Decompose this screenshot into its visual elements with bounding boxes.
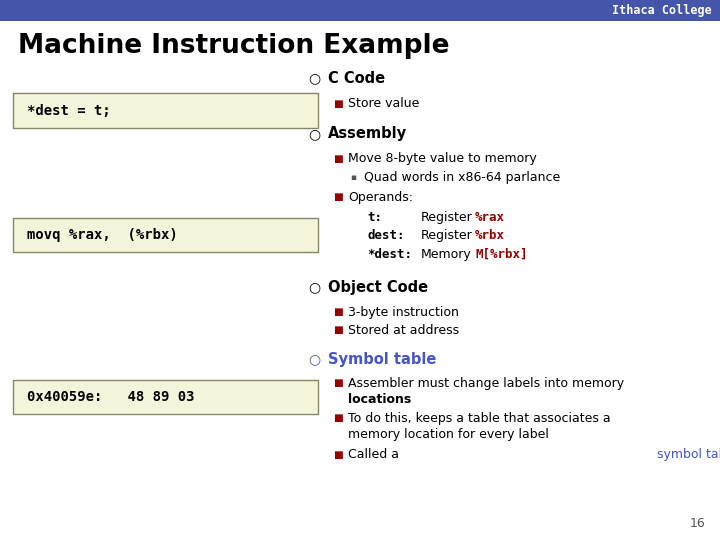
Text: t:: t: [367,211,382,224]
Text: 0x40059e:   48 89 03: 0x40059e: 48 89 03 [27,390,195,404]
Text: dest:: dest: [367,230,405,242]
Text: Assembly: Assembly [328,126,407,141]
Text: Move 8-byte value to memory: Move 8-byte value to memory [348,152,536,165]
FancyBboxPatch shape [13,380,318,414]
Text: Machine Instruction Example: Machine Instruction Example [18,33,449,59]
Text: *dest:: *dest: [367,248,412,261]
Text: *dest = t;: *dest = t; [27,104,111,118]
Text: Memory: Memory [421,248,472,261]
Text: ■: ■ [333,379,343,388]
Text: To do this, keeps a table that associates a: To do this, keeps a table that associate… [348,412,611,425]
Text: ○: ○ [309,127,320,141]
Text: Called a: Called a [348,448,402,461]
Text: Ithaca College: Ithaca College [611,4,711,17]
Text: Object Code: Object Code [328,280,428,295]
Text: 3-byte instruction: 3-byte instruction [348,306,459,319]
Text: Assembler must change labels into memory: Assembler must change labels into memory [348,377,624,390]
Text: locations: locations [348,393,411,406]
Text: Quad words in x86-64 parlance: Quad words in x86-64 parlance [364,171,560,184]
Text: symbol table: symbol table [657,448,720,461]
Text: ■: ■ [333,414,343,423]
Text: M[%rbx]: M[%rbx] [475,248,528,261]
Text: Register: Register [421,211,473,224]
FancyBboxPatch shape [13,218,318,252]
Bar [0,0,720,21]
Text: %rbx: %rbx [475,230,505,242]
FancyBboxPatch shape [13,93,318,128]
Text: ○: ○ [309,71,320,85]
Text: Store value: Store value [348,97,423,110]
Text: Register: Register [421,230,473,242]
Text: C Code: C Code [328,71,384,86]
Text: ▪: ▪ [351,173,357,181]
Text: 16: 16 [690,517,706,530]
Text: ■: ■ [333,192,343,202]
Text: movq %rax,  (%rbx): movq %rax, (%rbx) [27,228,178,242]
Text: %rax: %rax [475,211,505,224]
Text: ■: ■ [333,99,343,109]
Text: ■: ■ [333,326,343,335]
Text: ○: ○ [309,280,320,294]
Text: ■: ■ [333,307,343,317]
Text: ■: ■ [333,154,343,164]
Text: Stored at address: Stored at address [348,324,463,337]
Text: Operands:: Operands: [348,191,413,204]
Text: Symbol table: Symbol table [328,352,436,367]
Text: ■: ■ [333,450,343,460]
Text: memory location for every label: memory location for every label [348,428,549,441]
Text: ○: ○ [309,352,320,366]
